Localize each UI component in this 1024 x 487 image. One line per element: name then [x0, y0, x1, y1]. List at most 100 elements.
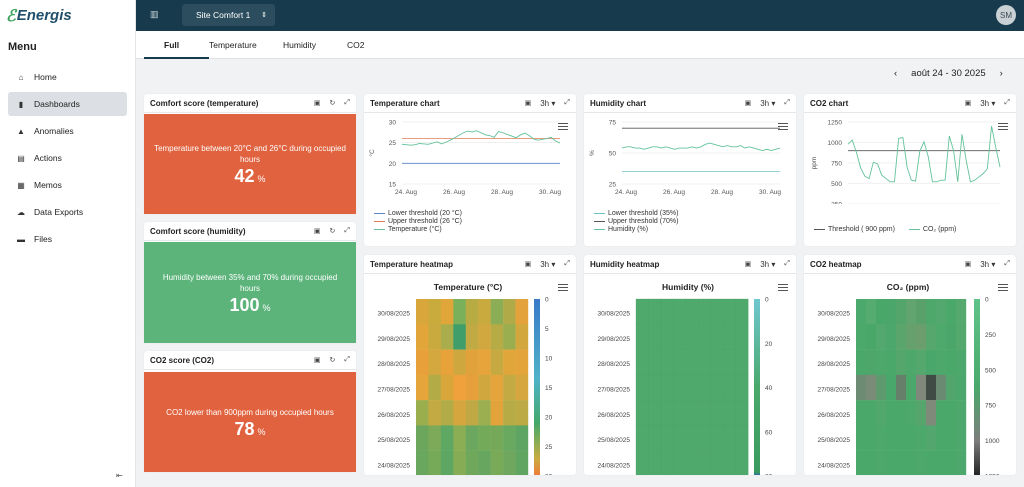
- humidity-heatmap-card: Humidity heatmap ▣ 3h ▾ ⤢ Humidity (%) 30/0…: [584, 255, 796, 475]
- calendar-icon[interactable]: ▣: [313, 228, 321, 235]
- heatmap-cell: [896, 299, 907, 325]
- calendar-icon[interactable]: ▣: [744, 261, 752, 268]
- heatmap-cell: [453, 299, 466, 325]
- legend-item[interactable]: CO₂ (ppm): [908, 226, 957, 234]
- refresh-icon[interactable]: ↻: [329, 357, 336, 364]
- expand-icon[interactable]: ⤢: [344, 227, 350, 234]
- calendar-icon[interactable]: ▣: [964, 261, 972, 268]
- range-select[interactable]: 3h ▾: [980, 98, 996, 108]
- prev-period-button[interactable]: ‹: [894, 68, 898, 79]
- heatmap-cell: [490, 400, 504, 426]
- expand-icon[interactable]: ⤢: [784, 260, 790, 267]
- range-select-label: 3h: [980, 259, 990, 269]
- calendar-icon[interactable]: ▣: [744, 100, 752, 107]
- color-scale-label: 250: [985, 332, 996, 339]
- range-select[interactable]: 3h ▾: [540, 98, 556, 108]
- chart-menu-icon[interactable]: [778, 123, 788, 130]
- range-select[interactable]: 3h ▾: [760, 259, 776, 269]
- heatmap-cell: [866, 349, 877, 376]
- range-select[interactable]: 3h ▾: [980, 259, 996, 269]
- sidebar-item-label: Memos: [34, 180, 62, 190]
- refresh-icon[interactable]: ↻: [329, 228, 336, 235]
- heatmap-cell: [635, 450, 649, 475]
- legend-item[interactable]: Threshold ( 900 ppm): [814, 226, 895, 234]
- heatmap-cell: [515, 400, 529, 426]
- expand-icon[interactable]: ⤢: [1004, 99, 1010, 106]
- temperature-line-chart: 15 20 25 30 °C 24. Aug 26. Aug 28. Aug 30. Aug: [368, 120, 561, 197]
- legend-item[interactable]: Humidity (%): [594, 226, 678, 234]
- heatmap-cell: [735, 324, 749, 350]
- heatmap-cell: [916, 450, 927, 475]
- calendar-icon[interactable]: ▣: [964, 100, 972, 107]
- heatmap-cell: [490, 299, 504, 325]
- heatmap-cell: [916, 299, 927, 325]
- color-scale-label: 25: [545, 444, 553, 451]
- heatmap-cell: [635, 399, 649, 426]
- building-icon[interactable]: ▥: [150, 9, 159, 19]
- range-select[interactable]: 3h ▾: [540, 259, 556, 269]
- expand-icon[interactable]: ⤢: [1004, 260, 1010, 267]
- heatmap-cell: [453, 374, 466, 401]
- heatmap-cell: [896, 349, 907, 376]
- collapse-sidebar-icon[interactable]: ⇤: [116, 471, 123, 480]
- sidebar-item-dashboards[interactable]: ▮ Dashboards: [8, 92, 127, 116]
- heatmap-cell: [936, 400, 947, 426]
- avatar[interactable]: SM: [996, 5, 1016, 25]
- heatmap-cell: [886, 299, 897, 325]
- heatmap-row-label: 27/08/2025: [377, 387, 410, 394]
- heatmap-cell: [465, 349, 479, 376]
- chart-menu-icon[interactable]: [998, 284, 1008, 291]
- legend-item[interactable]: Lower threshold (20 °C): [374, 210, 462, 218]
- chart-menu-icon[interactable]: [558, 284, 568, 291]
- chart-menu-icon[interactable]: [998, 123, 1008, 130]
- refresh-icon[interactable]: ↻: [329, 100, 336, 107]
- calendar-icon[interactable]: ▣: [313, 100, 321, 107]
- sidebar-item-home[interactable]: ⌂ Home: [8, 65, 127, 89]
- sidebar-item-label: Data Exports: [34, 207, 84, 217]
- chart-menu-icon[interactable]: [778, 284, 788, 291]
- tab-full[interactable]: Full: [164, 40, 180, 50]
- legend-item[interactable]: Temperature (°C): [374, 226, 462, 234]
- legend-item[interactable]: Upper threshold (70%): [594, 218, 678, 226]
- legend-item[interactable]: Upper threshold (26 °C): [374, 218, 462, 226]
- heatmap-cell: [673, 399, 687, 426]
- heatmap-cell: [866, 299, 877, 325]
- expand-icon[interactable]: ⤢: [564, 260, 570, 267]
- tab-co2[interactable]: CO2: [347, 40, 365, 50]
- sidebar-item-data-exports[interactable]: ☁ Data Exports: [8, 200, 127, 224]
- expand-icon[interactable]: ⤢: [344, 356, 350, 363]
- sidebar-item-actions[interactable]: ▤ Actions: [8, 146, 127, 170]
- sidebar-item-anomalies[interactable]: ▲ Anomalies: [8, 119, 127, 143]
- sidebar-item-memos[interactable]: ▦ Memos: [8, 173, 127, 197]
- heatmap-cell: [465, 450, 479, 475]
- expand-icon[interactable]: ⤢: [784, 99, 790, 106]
- expand-icon[interactable]: ⤢: [344, 99, 350, 106]
- chart-menu-icon[interactable]: [558, 123, 568, 130]
- heatmap-cell: [465, 299, 479, 325]
- energis-logo[interactable]: ℰ Energis: [6, 7, 72, 25]
- heatmap-cell: [660, 399, 674, 426]
- heatmap-cell: [735, 425, 749, 452]
- legend-label: Threshold ( 900 ppm): [828, 226, 895, 233]
- heatmap-title: Temperature (°C): [434, 282, 503, 292]
- heatmap-row-label: 24/08/2025: [377, 462, 410, 469]
- calendar-icon[interactable]: ▣: [524, 100, 532, 107]
- legend-label: CO₂ (ppm): [922, 226, 957, 233]
- sidebar-item-files[interactable]: ▬ Files: [8, 227, 127, 251]
- next-period-button[interactable]: ›: [999, 68, 1003, 79]
- site-selector[interactable]: Site Comfort 1 ⇕: [182, 4, 275, 26]
- heatmap-cell: [946, 299, 957, 325]
- heatmap-cell: [648, 399, 662, 426]
- heatmap-cell: [876, 324, 887, 350]
- card-title: CO2 chart: [810, 98, 849, 108]
- card-title: Comfort score (humidity): [150, 226, 246, 236]
- tab-temperature[interactable]: Temperature: [209, 40, 257, 50]
- legend-item[interactable]: Lower threshold (35%): [594, 210, 678, 218]
- range-select[interactable]: 3h ▾: [760, 98, 776, 108]
- tab-humidity[interactable]: Humidity: [283, 40, 317, 50]
- y-tick-label: 250: [831, 202, 842, 205]
- calendar-icon[interactable]: ▣: [524, 261, 532, 268]
- calendar-icon[interactable]: ▣: [313, 357, 321, 364]
- expand-icon[interactable]: ⤢: [564, 99, 570, 106]
- heatmap-cell: [956, 349, 967, 376]
